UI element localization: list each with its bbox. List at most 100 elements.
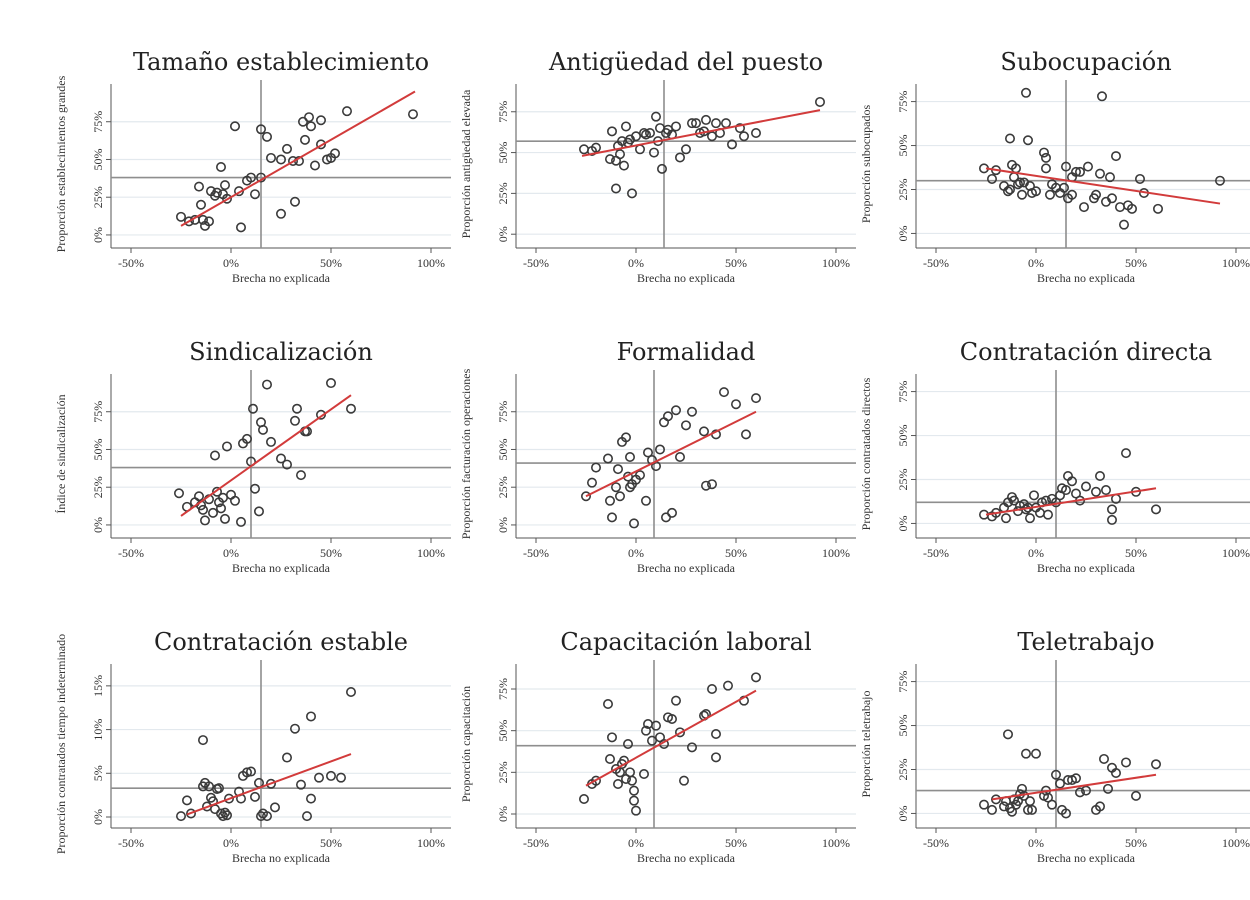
data-point	[1045, 189, 1056, 200]
data-point	[587, 477, 598, 488]
x-tick-label: 0%	[223, 836, 239, 850]
x-tick-label: -50%	[523, 546, 549, 560]
chart-title: Capacitación laboral	[560, 628, 811, 656]
data-point	[248, 403, 259, 414]
data-point	[627, 188, 638, 199]
x-axis-label: Brecha no explicada	[232, 561, 331, 575]
chart-title: Formalidad	[617, 338, 756, 366]
data-point	[603, 453, 614, 464]
data-point	[687, 406, 698, 417]
chart-title: Subocupación	[1000, 48, 1171, 76]
x-tick-label: 0%	[1028, 836, 1044, 850]
data-point	[605, 754, 616, 765]
y-axis-label: Proporción antigüedad elevada	[459, 89, 473, 238]
data-point	[325, 770, 336, 781]
data-point	[750, 127, 761, 138]
data-point	[1059, 182, 1070, 193]
data-point	[623, 739, 634, 750]
data-point	[250, 189, 261, 200]
data-point	[1152, 203, 1163, 214]
data-point	[1003, 186, 1014, 197]
data-point	[1009, 495, 1020, 506]
x-tick-label: 0%	[1028, 546, 1044, 560]
data-point	[224, 793, 235, 804]
y-axis-label: Proporción capacitación	[459, 686, 473, 802]
data-point	[210, 450, 221, 461]
data-point	[649, 147, 660, 158]
data-point	[282, 459, 293, 470]
scatter-chart-svg: -50% 0% 50% 100% 0% 5% 10% 15% Contratación esta…	[54, 628, 451, 865]
scatter-panel: -50% 0% 50% 100% 0% 5% 10% 15% Contratación esta…	[45, 620, 451, 900]
x-tick-label: 50%	[725, 546, 747, 560]
data-point	[218, 189, 229, 200]
data-point	[335, 772, 346, 783]
data-point	[288, 155, 299, 166]
x-tick-label: -50%	[523, 256, 549, 270]
y-tick-label: 0%	[496, 806, 510, 822]
data-point	[657, 163, 668, 174]
x-tick-label: 50%	[320, 836, 342, 850]
data-point	[1003, 729, 1014, 740]
data-point	[290, 196, 301, 207]
data-point	[706, 131, 717, 142]
data-point	[655, 444, 666, 455]
y-axis-label: Proporción contratados tiempo indetermin…	[54, 634, 68, 854]
data-point	[621, 432, 632, 443]
y-tick-label: 75%	[896, 671, 910, 693]
data-point	[639, 127, 650, 138]
x-tick-label: -50%	[118, 256, 144, 270]
x-tick-label: -50%	[118, 546, 144, 560]
data-point	[242, 433, 253, 444]
x-tick-label: 0%	[628, 256, 644, 270]
data-point	[1091, 486, 1102, 497]
x-tick-label: 0%	[628, 836, 644, 850]
x-tick-label: 100%	[1222, 836, 1250, 850]
fit-line	[180, 394, 352, 517]
data-point	[691, 118, 702, 129]
y-tick-label: 25%	[91, 186, 105, 208]
data-point	[1110, 768, 1121, 779]
data-point	[1043, 509, 1054, 520]
y-tick-label: 50%	[896, 715, 910, 737]
x-tick-label: 50%	[1125, 836, 1147, 850]
data-point	[1106, 193, 1117, 204]
data-point	[1005, 184, 1016, 195]
data-point	[720, 118, 731, 129]
data-point	[1025, 513, 1036, 524]
data-point	[734, 123, 745, 134]
data-point	[591, 775, 602, 786]
x-tick-label: 50%	[1125, 256, 1147, 270]
data-point	[303, 112, 314, 123]
data-point	[220, 180, 231, 191]
x-tick-label: 100%	[417, 256, 445, 270]
data-point	[613, 779, 624, 790]
scatter-chart-svg: -50% 0% 50% 100% 0% 25% 50% 75% Sindicalización B…	[54, 338, 451, 575]
data-point	[681, 420, 692, 431]
data-point	[296, 779, 307, 790]
data-point	[611, 183, 622, 194]
data-point	[631, 131, 642, 142]
data-point	[246, 172, 257, 183]
scatter-panel: -50% 0% 50% 100% 0% 25% 50% 75% Contratación dir…	[850, 330, 1250, 610]
data-point	[276, 154, 287, 165]
data-point	[1071, 773, 1082, 784]
x-axis-label: Brecha no explicada	[1037, 561, 1136, 575]
x-axis-label: Brecha no explicada	[637, 271, 736, 285]
chart-title: Antigüedad del puesto	[548, 48, 823, 76]
y-tick-label: 25%	[896, 758, 910, 780]
data-point	[671, 695, 682, 706]
data-point	[208, 507, 219, 518]
data-point	[305, 711, 316, 722]
data-point	[296, 470, 307, 481]
data-point	[987, 804, 998, 815]
y-tick-label: 0%	[896, 515, 910, 531]
x-tick-label: 100%	[417, 836, 445, 850]
data-point	[991, 794, 1002, 805]
data-point	[643, 447, 654, 458]
data-point	[1029, 490, 1040, 501]
data-point	[220, 807, 231, 818]
x-tick-label: 50%	[725, 836, 747, 850]
data-point	[1027, 804, 1038, 815]
data-point	[706, 479, 717, 490]
data-point	[212, 187, 223, 198]
